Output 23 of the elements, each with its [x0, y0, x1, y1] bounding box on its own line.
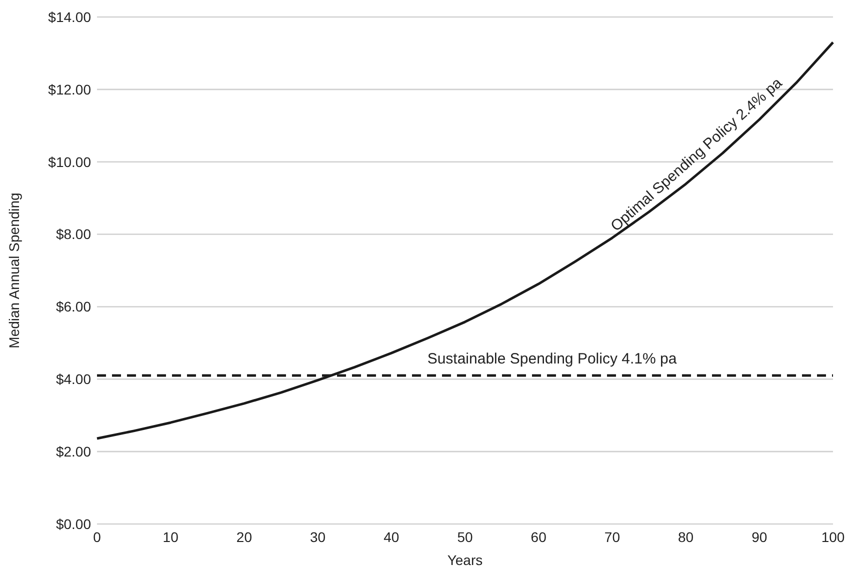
x-tick-label: 60 [530, 529, 547, 545]
x-tick-label: 20 [236, 529, 252, 545]
y-tick-label: $12.00 [48, 81, 92, 98]
x-tick-label: 40 [384, 529, 400, 545]
x-tick-label: 90 [752, 529, 768, 545]
y-axis-title: Median Annual Spending [6, 192, 22, 348]
y-tick-label: $4.00 [56, 371, 92, 388]
line-series [96, 41, 834, 440]
y-tick-label: $2.00 [56, 443, 92, 460]
y-tick-label: $14.00 [48, 8, 92, 25]
y-tick-label: $0.00 [56, 516, 92, 532]
ref-line-label: Sustainable Spending Policy 4.1% pa [427, 350, 678, 368]
y-tick-label: $6.00 [56, 298, 92, 315]
x-tick-label: 0 [93, 529, 102, 545]
x-tick-label: 70 [604, 529, 620, 545]
y-tick-label: $10.00 [48, 154, 92, 170]
x-tick-label: 10 [162, 529, 179, 545]
x-tick-label: 80 [678, 529, 694, 545]
y-tick-label: $8.00 [56, 226, 92, 242]
x-tick-label: 100 [821, 529, 845, 545]
x-axis-title: Years [447, 552, 483, 568]
x-tick-label: 50 [457, 529, 473, 545]
x-tick-label: 30 [310, 529, 326, 545]
